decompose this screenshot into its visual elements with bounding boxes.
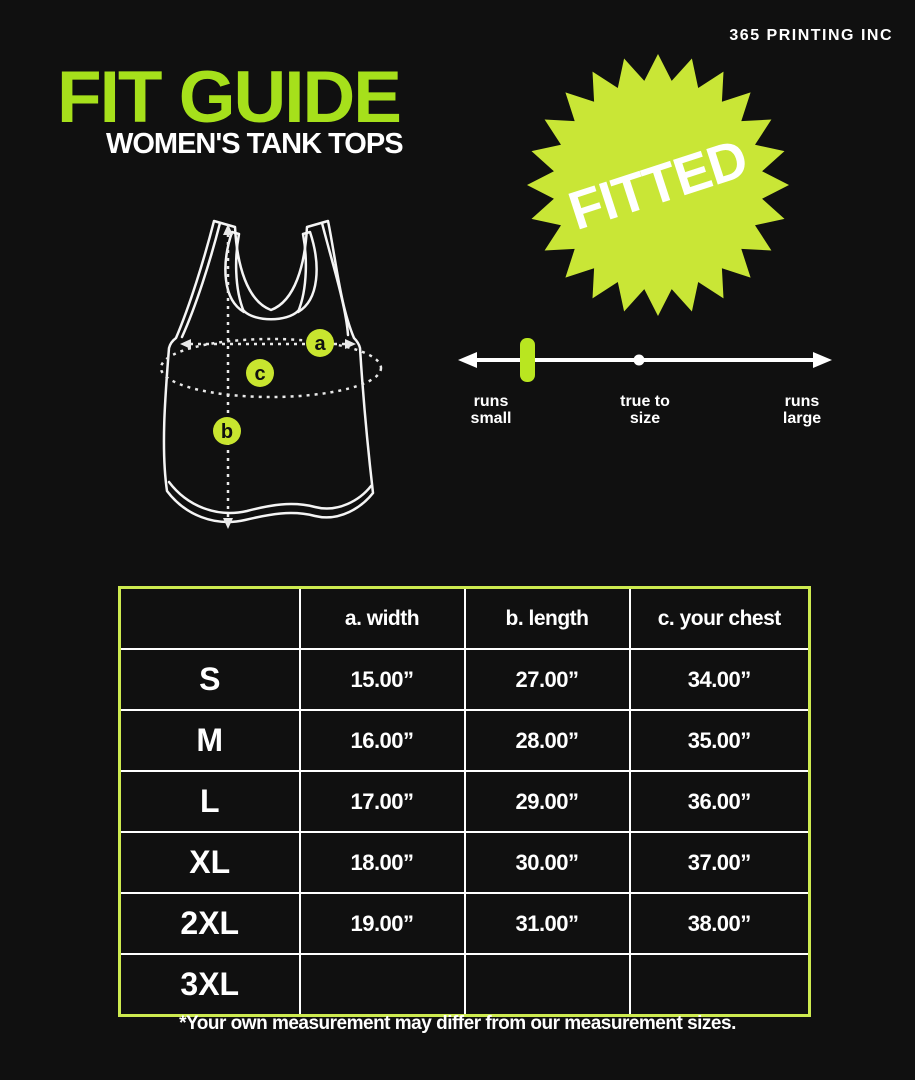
chest-value: 38.00” (628, 892, 811, 955)
fit-scale: runs small true to size runs large (453, 325, 877, 435)
header-size (118, 586, 301, 650)
chest-value: 37.00” (628, 831, 811, 894)
page-subtitle: WOMEN'S TANK TOPS (106, 128, 404, 160)
chest-dashed-ellipse (159, 337, 383, 399)
size-label: XL (118, 831, 301, 894)
table-row: M 16.00” 28.00” 35.00” (118, 709, 811, 772)
width-value: 19.00” (298, 892, 466, 955)
chest-value: 36.00” (628, 770, 811, 833)
fitted-badge: FITTED (527, 54, 789, 316)
marker-c-label: c (254, 363, 265, 385)
measurement-markers: a c b (213, 329, 334, 445)
header-length: b. length (463, 586, 631, 650)
scale-label-runs-small: runs small (470, 393, 512, 427)
right-arrow-icon (813, 352, 832, 368)
width-value: 18.00” (298, 831, 466, 894)
table-row: 3XL (118, 953, 811, 1017)
header-chest: c. your chest (628, 586, 811, 650)
fit-scale-axis (458, 338, 832, 382)
width-value: 17.00” (298, 770, 466, 833)
size-label: L (118, 770, 301, 833)
length-value (463, 953, 631, 1017)
size-table-header-row: a. width b. length c. your chest (118, 586, 811, 650)
chest-value: 34.00” (628, 648, 811, 711)
table-row: XL 18.00” 30.00” 37.00” (118, 831, 811, 894)
size-label: 3XL (118, 953, 301, 1017)
size-label: M (118, 709, 301, 772)
length-value: 28.00” (463, 709, 631, 772)
table-row: 2XL 19.00” 31.00” 38.00” (118, 892, 811, 955)
starburst-icon (527, 54, 789, 316)
measurement-arrow-tips (180, 224, 356, 529)
tank-top-diagram: a c b (159, 219, 383, 529)
marker-a-circle (306, 329, 334, 357)
length-value: 27.00” (463, 648, 631, 711)
length-value: 31.00” (463, 892, 631, 955)
fit-position-marker (520, 338, 535, 382)
length-value: 30.00” (463, 831, 631, 894)
tank-top-outline-icon (162, 219, 375, 524)
size-label: 2XL (118, 892, 301, 955)
scale-label-runs-large: runs large (782, 393, 822, 427)
header-width: a. width (298, 586, 466, 650)
size-label: S (118, 648, 301, 711)
width-value (298, 953, 466, 1017)
marker-a-label: a (314, 333, 326, 355)
center-tick-dot (633, 354, 645, 366)
size-table: a. width b. length c. your chest S 15.00… (118, 586, 811, 1017)
marker-b-label: b (221, 421, 233, 443)
marker-b-circle (213, 417, 241, 445)
table-row: L 17.00” 29.00” 36.00” (118, 770, 811, 833)
table-row: S 15.00” 27.00” 34.00” (118, 648, 811, 711)
page-title: FIT GUIDE (57, 57, 402, 138)
brand-name: 365 PRINTING INC (729, 27, 893, 44)
left-arrow-icon (458, 352, 477, 368)
footnote: *Your own measurement may differ from ou… (179, 1013, 736, 1034)
marker-c-circle (246, 359, 274, 387)
length-value: 29.00” (463, 770, 631, 833)
width-value: 15.00” (298, 648, 466, 711)
scale-label-true-to-size: true to size (620, 393, 670, 427)
chest-value (628, 953, 811, 1017)
chest-value: 35.00” (628, 709, 811, 772)
width-value: 16.00” (298, 709, 466, 772)
